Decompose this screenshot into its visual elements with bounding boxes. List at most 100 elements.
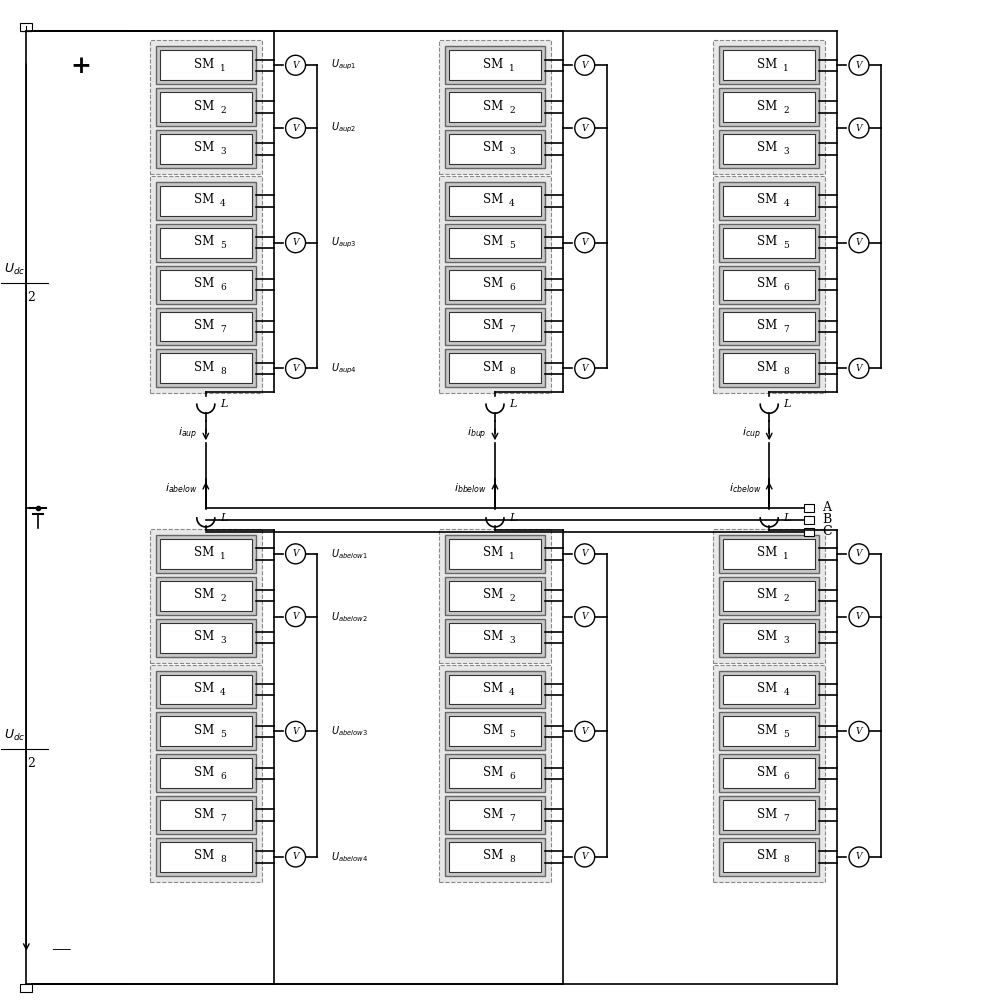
FancyBboxPatch shape xyxy=(714,529,825,663)
FancyBboxPatch shape xyxy=(720,46,819,84)
Circle shape xyxy=(575,721,595,741)
Text: SM: SM xyxy=(194,630,214,643)
Text: V: V xyxy=(856,238,862,247)
FancyBboxPatch shape xyxy=(156,754,256,792)
FancyBboxPatch shape xyxy=(723,716,815,746)
Text: 3: 3 xyxy=(509,636,515,645)
Text: 6: 6 xyxy=(220,772,226,781)
Text: 5: 5 xyxy=(220,730,226,739)
FancyBboxPatch shape xyxy=(160,623,252,653)
Text: $U_{aup2}$: $U_{aup2}$ xyxy=(331,121,357,135)
Circle shape xyxy=(849,55,869,75)
Text: 8: 8 xyxy=(509,367,515,376)
Text: 4: 4 xyxy=(783,199,789,208)
Text: V: V xyxy=(292,549,299,558)
FancyBboxPatch shape xyxy=(720,535,819,573)
Text: $i_{cbelow}$: $i_{cbelow}$ xyxy=(728,481,761,495)
Text: SM: SM xyxy=(194,277,214,290)
Text: SM: SM xyxy=(483,277,503,290)
Text: V: V xyxy=(582,612,588,621)
FancyBboxPatch shape xyxy=(714,665,825,882)
FancyBboxPatch shape xyxy=(160,312,252,341)
Text: 3: 3 xyxy=(509,147,515,156)
Text: 6: 6 xyxy=(783,772,789,781)
Text: SM: SM xyxy=(194,588,214,601)
Bar xyxy=(804,516,814,524)
FancyBboxPatch shape xyxy=(160,270,252,300)
Text: SM: SM xyxy=(194,319,214,332)
FancyBboxPatch shape xyxy=(160,92,252,122)
Circle shape xyxy=(849,607,869,627)
Text: $i_{abelow}$: $i_{abelow}$ xyxy=(165,481,198,495)
Text: 2: 2 xyxy=(220,594,225,603)
Text: 6: 6 xyxy=(220,283,226,292)
FancyBboxPatch shape xyxy=(720,266,819,304)
Circle shape xyxy=(286,55,306,75)
FancyBboxPatch shape xyxy=(156,712,256,750)
Text: V: V xyxy=(856,124,862,133)
Text: SM: SM xyxy=(483,682,503,695)
Text: SM: SM xyxy=(757,235,778,248)
Text: 4: 4 xyxy=(220,688,226,697)
FancyBboxPatch shape xyxy=(156,577,256,615)
FancyBboxPatch shape xyxy=(723,270,815,300)
Text: 4: 4 xyxy=(509,199,515,208)
FancyBboxPatch shape xyxy=(150,40,261,174)
Text: SM: SM xyxy=(757,361,778,374)
Text: SM: SM xyxy=(483,546,503,559)
FancyBboxPatch shape xyxy=(160,186,252,216)
Circle shape xyxy=(575,118,595,138)
Circle shape xyxy=(286,233,306,253)
FancyBboxPatch shape xyxy=(720,224,819,262)
FancyBboxPatch shape xyxy=(156,308,256,345)
Text: SM: SM xyxy=(194,58,214,71)
FancyBboxPatch shape xyxy=(449,800,541,830)
FancyBboxPatch shape xyxy=(445,224,545,262)
FancyBboxPatch shape xyxy=(720,577,819,615)
Text: SM: SM xyxy=(483,319,503,332)
FancyBboxPatch shape xyxy=(156,619,256,657)
Text: 6: 6 xyxy=(509,283,515,292)
FancyBboxPatch shape xyxy=(156,46,256,84)
Bar xyxy=(804,528,814,536)
FancyBboxPatch shape xyxy=(720,182,819,220)
Text: $i_{bup}$: $i_{bup}$ xyxy=(468,426,487,442)
FancyBboxPatch shape xyxy=(160,50,252,80)
FancyBboxPatch shape xyxy=(156,671,256,708)
FancyBboxPatch shape xyxy=(445,182,545,220)
FancyBboxPatch shape xyxy=(439,665,550,882)
Text: $U_{abelow3}$: $U_{abelow3}$ xyxy=(331,724,369,738)
Text: 5: 5 xyxy=(509,730,515,739)
Text: SM: SM xyxy=(757,849,778,862)
FancyBboxPatch shape xyxy=(449,186,541,216)
Text: 7: 7 xyxy=(220,814,226,823)
Text: SM: SM xyxy=(483,849,503,862)
Bar xyxy=(21,23,32,31)
FancyBboxPatch shape xyxy=(160,716,252,746)
Text: SM: SM xyxy=(757,546,778,559)
Text: SM: SM xyxy=(757,808,778,821)
Text: V: V xyxy=(582,549,588,558)
Text: $U_{abelow4}$: $U_{abelow4}$ xyxy=(331,850,369,864)
FancyBboxPatch shape xyxy=(156,349,256,387)
FancyBboxPatch shape xyxy=(449,623,541,653)
Text: V: V xyxy=(582,364,588,373)
Text: $U_{abelow1}$: $U_{abelow1}$ xyxy=(331,547,369,561)
FancyBboxPatch shape xyxy=(720,796,819,834)
Text: V: V xyxy=(582,727,588,736)
Circle shape xyxy=(849,544,869,564)
Text: L: L xyxy=(220,399,227,409)
Text: SM: SM xyxy=(757,588,778,601)
FancyBboxPatch shape xyxy=(723,842,815,872)
Text: 8: 8 xyxy=(509,855,515,864)
Text: 1: 1 xyxy=(220,552,226,561)
Text: $U_{aup1}$: $U_{aup1}$ xyxy=(331,58,357,72)
Circle shape xyxy=(286,607,306,627)
Text: SM: SM xyxy=(757,682,778,695)
FancyBboxPatch shape xyxy=(723,186,815,216)
Text: 8: 8 xyxy=(220,855,226,864)
Circle shape xyxy=(575,544,595,564)
Text: SM: SM xyxy=(483,235,503,248)
FancyBboxPatch shape xyxy=(723,623,815,653)
FancyBboxPatch shape xyxy=(156,224,256,262)
